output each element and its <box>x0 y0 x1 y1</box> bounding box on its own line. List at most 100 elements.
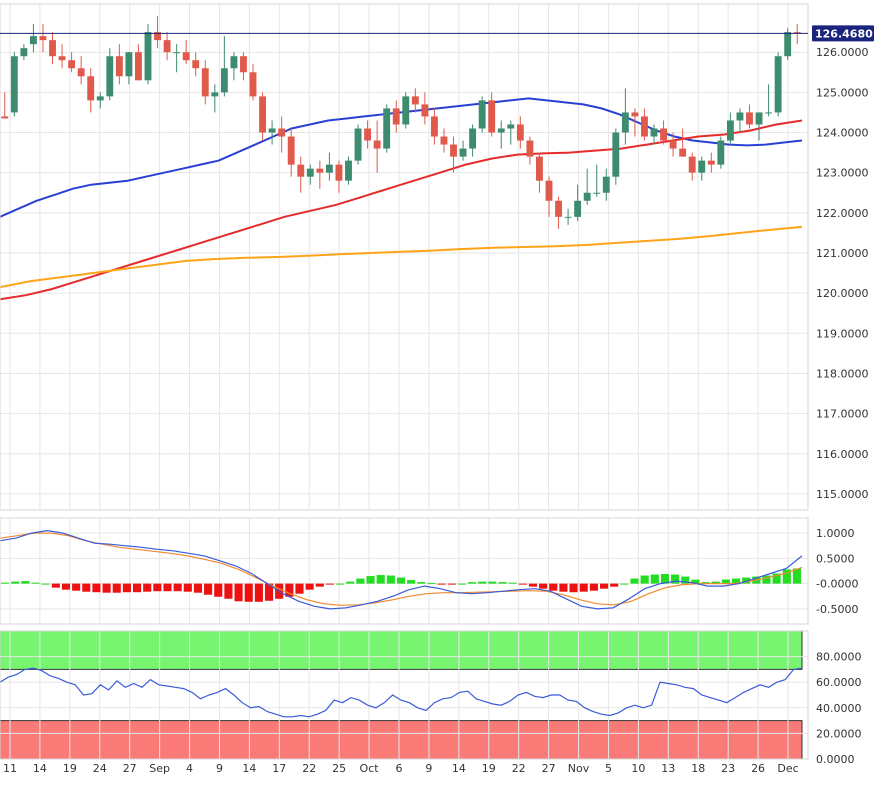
macd-histogram-bar-positive <box>640 575 649 584</box>
candle-down <box>278 116 286 153</box>
macd-histogram-bar-positive <box>782 569 791 584</box>
time-tick-label: 17 <box>272 762 286 775</box>
candle-body <box>335 164 343 181</box>
price-tick-label: 121.0000 <box>816 247 869 260</box>
macd-line <box>0 529 803 610</box>
candle-up <box>755 112 763 141</box>
candle-down <box>746 104 753 129</box>
candle-down <box>87 68 95 113</box>
candle-up <box>602 168 610 201</box>
moving-average-blue-line <box>0 97 803 218</box>
price-tick-label: 116.0000 <box>816 448 869 461</box>
candle-body <box>469 128 477 149</box>
time-tick-label: 22 <box>512 762 526 775</box>
candle-body <box>593 192 601 194</box>
candle-body <box>77 68 85 77</box>
candle-up <box>20 44 28 61</box>
macd-histogram-bar-negative <box>92 583 101 593</box>
candle-up <box>459 140 467 161</box>
candle-down <box>516 116 524 149</box>
candle-up <box>144 24 152 85</box>
macd-histogram-bar-positive <box>620 583 629 585</box>
candle-up <box>717 136 725 169</box>
candle-down <box>545 176 553 217</box>
candle-up <box>173 44 181 73</box>
macd-histogram-bar-negative <box>204 583 213 595</box>
price-tick-label: 125.0000 <box>816 86 869 99</box>
time-tick-label: 6 <box>396 762 403 775</box>
candle-up <box>478 96 486 133</box>
macd-histogram-bar-negative <box>315 583 324 587</box>
candle-body <box>516 124 524 141</box>
rsi-panel: 80.0000 60.0000 40.0000 20.0000 0.0000 <box>0 630 862 766</box>
candle-body <box>96 96 104 101</box>
time-tick-label: 14 <box>242 762 256 775</box>
candle-body <box>621 112 629 133</box>
candle-body <box>497 128 505 133</box>
rsi-tick-label: 60.0000 <box>816 676 862 689</box>
candle-body <box>211 92 219 97</box>
macd-histogram-bar-positive <box>386 575 395 584</box>
macd-histogram-bar-positive <box>1 582 10 584</box>
candle-down <box>58 44 66 69</box>
macd-histogram-bar-positive <box>427 583 436 585</box>
candle-body <box>793 32 801 34</box>
candle-up <box>354 124 362 165</box>
candle-down <box>297 156 305 193</box>
candle-down <box>115 44 123 85</box>
macd-histogram-bar-positive <box>721 579 730 584</box>
candle-down <box>77 56 85 85</box>
time-tick-label: 11 <box>3 762 17 775</box>
rsi-overbought-zone <box>0 630 803 670</box>
candle-body <box>774 56 782 113</box>
last-price-label-background <box>812 25 874 42</box>
candle-body <box>192 60 200 69</box>
macd-histogram-bar-positive <box>660 574 670 584</box>
macd-histogram-bar-negative <box>295 583 304 594</box>
macd-histogram-bar-negative <box>518 583 527 585</box>
candle-up <box>574 184 582 221</box>
candle-down <box>536 152 543 193</box>
candle-body <box>430 116 438 137</box>
candle-body <box>68 60 76 69</box>
time-tick-label: 14 <box>452 762 466 775</box>
candle-body <box>49 40 56 57</box>
candle-down <box>154 16 161 49</box>
macd-histogram-bar-positive <box>711 581 720 584</box>
rsi-line <box>0 667 803 718</box>
macd-histogram-bar-negative <box>132 583 142 593</box>
candlestick-panel-border <box>0 3 809 511</box>
candle-down <box>49 32 56 65</box>
macd-histogram-bar-positive <box>762 575 771 584</box>
price-tick-label: 117.0000 <box>816 408 869 421</box>
macd-histogram-bar-positive <box>41 583 50 585</box>
time-tick-label: Oct <box>360 762 380 775</box>
candle-up <box>583 168 591 205</box>
macd-histogram-bar-negative <box>214 583 223 597</box>
macd-histogram-bar-positive <box>21 581 30 584</box>
candle-body <box>488 100 496 133</box>
candle-body <box>182 52 190 61</box>
time-tick-label: 14 <box>33 762 47 775</box>
candle-up <box>507 120 515 145</box>
candle-body <box>564 216 572 218</box>
time-tick-label: 26 <box>751 762 765 775</box>
candle-body <box>526 140 534 157</box>
candle-down <box>707 152 715 173</box>
candle-body <box>660 128 667 141</box>
moving-average-orange-line <box>0 225 803 289</box>
candle-body <box>173 52 181 54</box>
candle-up <box>774 52 782 117</box>
macd-histogram-bar-positive <box>376 575 385 584</box>
time-tick-label: 9 <box>425 762 432 775</box>
macd-histogram-bar-positive <box>11 581 20 584</box>
candle-down <box>669 132 677 157</box>
rsi-panel-border <box>0 630 809 760</box>
candle-body <box>144 32 152 81</box>
candle-up <box>736 108 744 133</box>
time-tick-label: 24 <box>93 762 107 775</box>
candle-body <box>545 180 553 201</box>
candle-body <box>364 128 372 141</box>
candle-up <box>593 164 601 197</box>
candle-body <box>707 160 715 165</box>
